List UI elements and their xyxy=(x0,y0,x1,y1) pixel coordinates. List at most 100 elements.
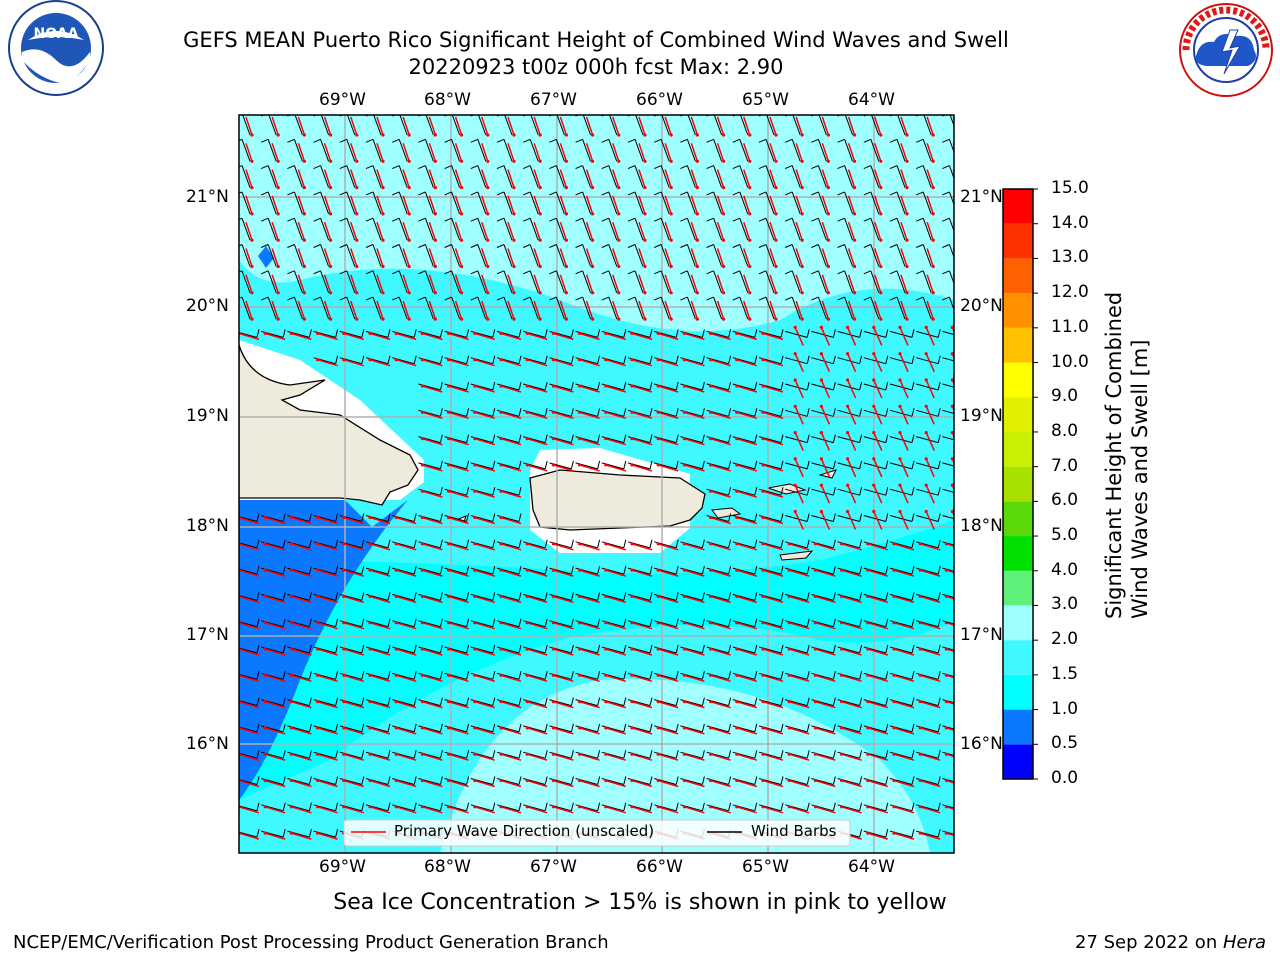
wave-direction-arrow xyxy=(787,726,810,735)
wave-direction-arrow xyxy=(447,331,469,341)
wave-direction-arrow xyxy=(473,700,496,709)
wave-direction-arrow xyxy=(604,621,627,630)
wave-direction-arrow xyxy=(290,858,312,866)
lat-label-left: 20°N xyxy=(186,296,229,316)
wave-direction-arrow xyxy=(578,410,600,420)
wave-direction-arrow xyxy=(604,858,626,866)
wind-barb xyxy=(365,244,382,267)
wave-direction-arrow xyxy=(819,509,831,530)
wave-direction-arrow xyxy=(638,116,647,137)
wave-direction-arrow xyxy=(420,384,443,393)
wave-direction-arrow xyxy=(630,621,653,630)
wave-direction-arrow xyxy=(376,143,385,163)
wave-direction-arrow xyxy=(866,542,889,551)
wind-barb xyxy=(837,513,863,522)
wave-direction-arrow xyxy=(813,594,836,604)
noaa-logo-text: NOAA xyxy=(34,26,79,42)
wave-direction-arrow xyxy=(630,752,653,761)
wave-direction-arrow xyxy=(866,752,889,761)
wave-direction-arrow xyxy=(918,831,941,840)
nws-logo xyxy=(1179,3,1273,97)
wind-barb xyxy=(366,855,390,863)
wave-direction-arrow xyxy=(872,325,883,346)
wave-direction-arrow xyxy=(585,274,595,295)
wave-direction-arrow xyxy=(289,805,312,814)
wind-barb xyxy=(863,165,880,188)
wave-direction-arrow xyxy=(918,568,941,577)
wind-barb xyxy=(916,217,932,241)
wave-direction-arrow xyxy=(316,700,338,709)
wind-barb xyxy=(239,539,260,549)
wave-direction-arrow xyxy=(578,384,600,393)
wave-direction-arrow xyxy=(394,805,417,814)
wave-direction-arrow xyxy=(289,778,312,788)
wave-direction-arrow xyxy=(420,542,443,551)
wave-direction-arrow xyxy=(454,195,464,216)
wind-barb xyxy=(313,270,330,293)
wind-barb xyxy=(785,381,810,391)
wave-direction-arrow xyxy=(342,647,365,656)
wave-direction-arrow xyxy=(394,647,417,656)
wave-direction-arrow xyxy=(342,805,365,814)
wave-direction-arrow xyxy=(323,221,333,242)
wind-barb xyxy=(261,217,277,241)
wave-direction-arrow xyxy=(499,358,522,367)
wind-barb xyxy=(837,329,863,338)
wind-barb xyxy=(785,244,801,267)
wind-barb xyxy=(627,165,644,188)
wind-barb xyxy=(601,270,618,293)
wave-direction-arrow xyxy=(926,221,935,242)
wave-direction-arrow xyxy=(898,404,909,425)
wave-direction-arrow xyxy=(342,331,365,341)
wave-direction-arrow xyxy=(743,248,752,269)
wave-direction-arrow xyxy=(656,778,679,788)
wave-direction-arrow xyxy=(402,248,411,269)
wave-direction-arrow xyxy=(473,726,496,735)
wave-direction-arrow xyxy=(638,300,647,321)
wind-barb xyxy=(758,270,775,293)
wind-barb xyxy=(837,460,863,470)
wave-direction-arrow xyxy=(447,647,469,656)
wave-direction-arrow xyxy=(682,621,705,630)
wave-direction-arrow xyxy=(769,221,778,242)
wave-direction-arrow xyxy=(420,778,443,788)
wind-barb xyxy=(392,191,408,215)
wave-direction-arrow xyxy=(604,752,627,761)
wind-barb xyxy=(706,191,723,215)
wave-direction-arrow xyxy=(892,594,915,604)
wind-barb xyxy=(916,487,941,496)
wave-direction-arrow xyxy=(743,116,752,137)
wave-direction-arrow xyxy=(874,195,883,216)
wave-direction-arrow xyxy=(630,542,653,551)
colorbar-segment xyxy=(1003,640,1033,675)
wave-direction-arrow xyxy=(630,647,653,656)
colorbar-segment xyxy=(1003,674,1033,710)
wave-direction-arrow xyxy=(499,437,522,446)
wind-barb xyxy=(680,270,696,293)
wave-direction-arrow xyxy=(656,358,679,367)
wave-direction-arrow xyxy=(944,726,954,731)
wind-barb xyxy=(863,270,880,293)
wave-direction-arrow xyxy=(368,542,391,551)
wave-direction-arrow xyxy=(499,805,522,814)
wave-direction-arrow xyxy=(787,778,810,788)
wave-direction-arrow xyxy=(447,437,469,446)
wind-barb xyxy=(837,296,854,320)
wind-barb xyxy=(523,191,539,215)
wind-barb xyxy=(365,270,382,293)
wave-direction-arrow xyxy=(297,300,306,321)
wave-direction-arrow xyxy=(761,542,784,551)
colorbar-tick-label: 0.0 xyxy=(1051,768,1079,788)
wave-direction-arrow xyxy=(316,594,338,604)
wave-direction-arrow xyxy=(690,169,700,190)
wind-barb xyxy=(470,296,487,320)
wave-direction-arrow xyxy=(507,143,516,163)
wave-direction-arrow xyxy=(924,509,935,530)
wind-barb xyxy=(339,296,356,320)
wave-direction-arrow xyxy=(376,116,385,137)
legend-wave-direction-label: Primary Wave Direction (unscaled) xyxy=(394,822,655,840)
wave-direction-arrow xyxy=(926,248,935,269)
wave-direction-arrow xyxy=(840,726,862,735)
wave-direction-arrow xyxy=(924,325,935,346)
wave-direction-arrow xyxy=(761,515,784,525)
